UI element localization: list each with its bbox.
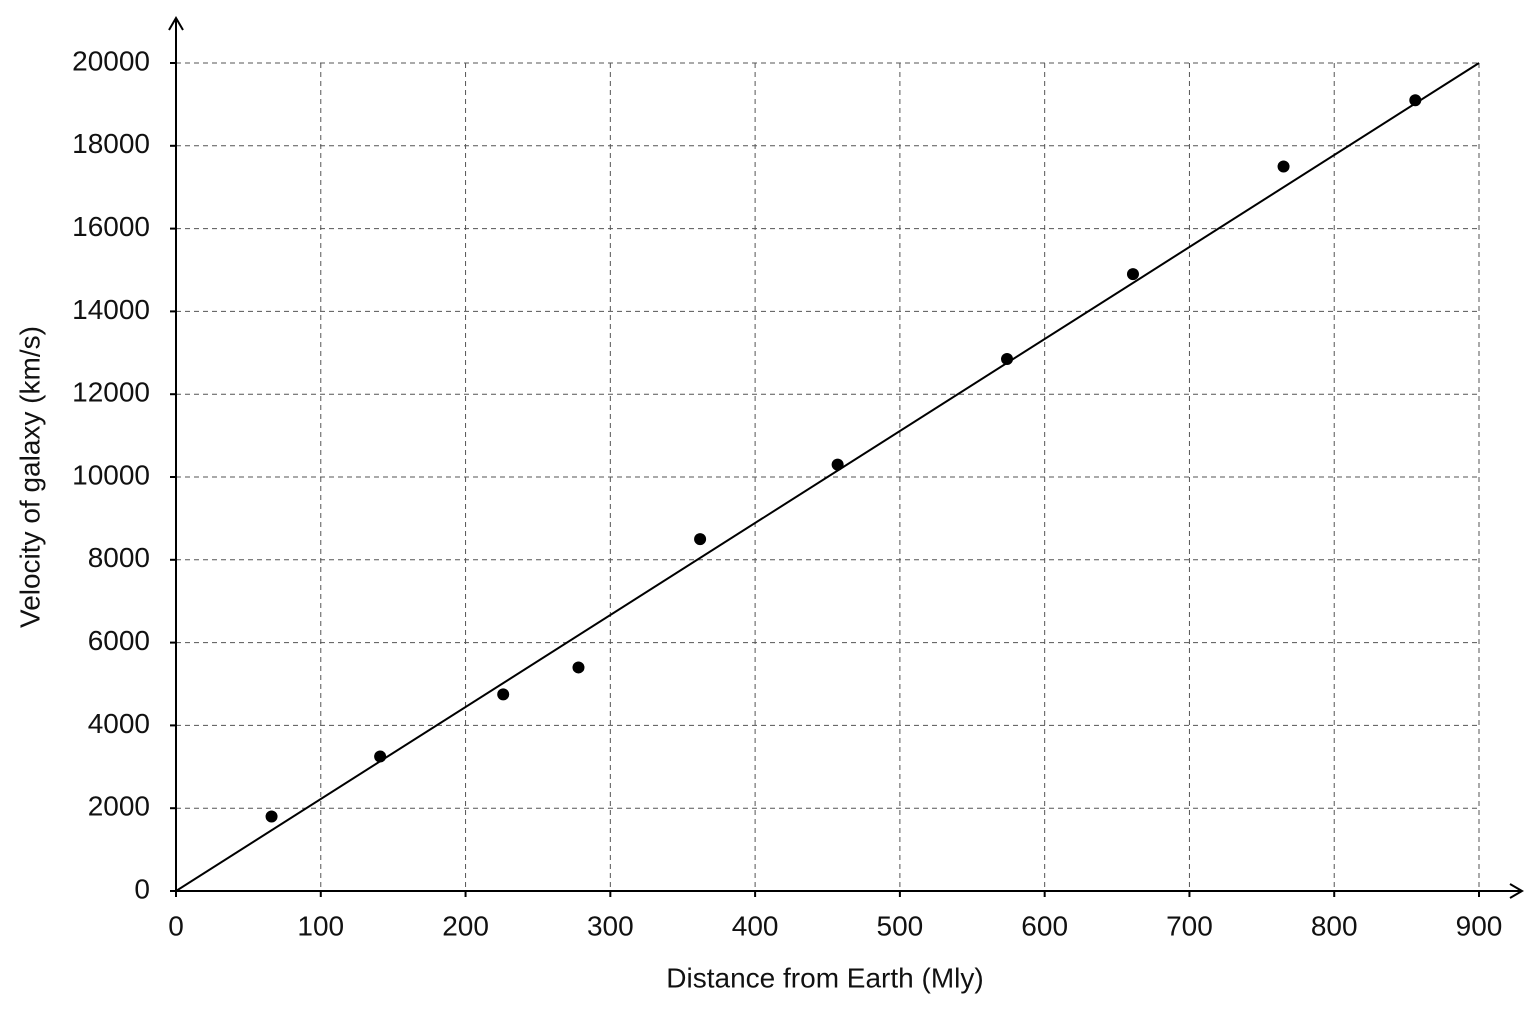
y-tick-label: 14000 [72,294,150,325]
data-point [831,458,844,471]
x-tick-label: 900 [1456,910,1503,941]
y-tick-label: 6000 [88,625,150,656]
y-tick-label: 18000 [72,128,150,159]
x-axis-title: Distance from Earth (Mly) [666,962,983,993]
x-tick-label: 700 [1166,910,1213,941]
x-tick-label: 800 [1311,910,1358,941]
trend-line [175,62,1480,892]
y-tick-label: 20000 [72,45,150,76]
x-tick-label: 500 [877,910,924,941]
x-tick-label: 100 [297,910,344,941]
y-tick-label: 12000 [72,377,150,408]
x-tick-label: 300 [587,910,634,941]
y-tick-label: 0 [134,873,150,904]
y-tick-label: 16000 [72,211,150,242]
y-axis-arrow [168,16,184,31]
data-point [1001,353,1014,366]
data-point [1277,160,1290,173]
y-tick-label: 10000 [72,459,150,490]
y-tick-label: 2000 [88,791,150,822]
data-point [374,750,387,763]
data-point [265,810,278,823]
data-point [1126,268,1139,281]
x-tick-label: 400 [732,910,779,941]
x-tick-label: 200 [442,910,489,941]
data-point [572,661,585,674]
data-point [694,533,707,546]
y-axis-title: Velocity of galaxy (km/s) [14,326,45,628]
x-tick-label: 600 [1021,910,1068,941]
y-tick-label: 4000 [88,708,150,739]
x-tick-label: 0 [168,910,184,941]
y-tick-label: 8000 [88,542,150,573]
data-point [497,688,510,701]
x-axis-arrow [1509,883,1524,899]
data-point [1409,94,1422,107]
